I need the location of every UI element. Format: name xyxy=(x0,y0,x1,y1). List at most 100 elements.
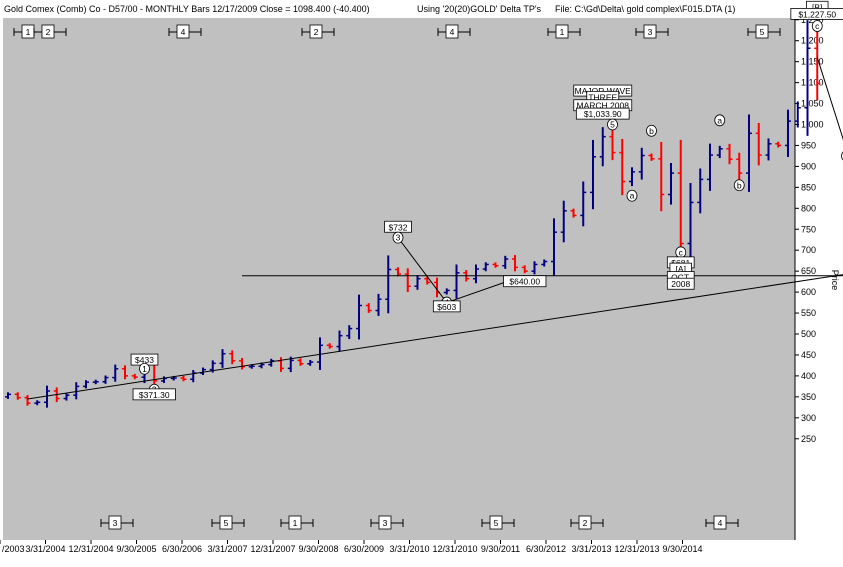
wave-label: b xyxy=(649,126,654,136)
y-tick-label: 450 xyxy=(801,350,816,360)
x-tick-label: 12/31/2007 xyxy=(250,544,295,554)
marker-box xyxy=(176,24,190,39)
price-bar xyxy=(473,264,479,284)
marker-label: 3 xyxy=(648,27,653,37)
price-bar xyxy=(716,145,723,159)
y-tick-label: 1,050 xyxy=(801,99,824,109)
marker-box xyxy=(755,24,769,39)
price-bar xyxy=(648,153,655,161)
price-annotation: 2008 xyxy=(666,277,695,290)
price-bar xyxy=(443,288,450,295)
annotation-text: $640.00 xyxy=(509,277,540,287)
bottom-cycle-marker: 4 xyxy=(705,515,739,530)
wave-circle xyxy=(733,179,745,192)
price-bar xyxy=(609,129,616,161)
wave-label: 5 xyxy=(610,120,615,130)
right-axis-area xyxy=(795,18,843,540)
price-bar xyxy=(521,265,528,274)
price-bar xyxy=(707,143,713,191)
price-bar xyxy=(34,400,41,406)
annotation-text: $1,033.90 xyxy=(584,109,622,119)
x-tick-label: 3/31/2007 xyxy=(207,544,247,554)
price-bar xyxy=(424,276,431,285)
wave-label-circle: a xyxy=(714,114,726,127)
wave-label: b xyxy=(737,180,742,190)
price-bar xyxy=(317,337,323,370)
annotation-box xyxy=(666,277,695,290)
annotation-box xyxy=(575,107,630,120)
x-tick-label: 3/31/2010 xyxy=(389,544,429,554)
annotation-box xyxy=(132,388,176,401)
marker-box xyxy=(578,515,592,530)
annotation-text: 2008 xyxy=(671,279,690,289)
marker-label: 5 xyxy=(760,27,765,37)
marker-label: 1 xyxy=(293,518,298,528)
annotation-text: $371.30 xyxy=(139,390,170,400)
price-bar xyxy=(239,358,245,370)
annotation-box xyxy=(790,7,843,20)
price-bar xyxy=(570,208,577,218)
price-bar xyxy=(14,392,21,400)
price-bar xyxy=(346,325,353,340)
marker-box xyxy=(489,515,503,530)
wave-label: 3 xyxy=(396,233,401,243)
price-bar xyxy=(365,303,372,313)
wave-label-circle: b xyxy=(646,124,657,137)
price-bar xyxy=(229,350,236,365)
y-tick-label: 1,150 xyxy=(801,57,824,67)
x-tick-label: 9/30/2008 xyxy=(298,544,338,554)
wave-circle xyxy=(139,362,150,375)
wave-label: a xyxy=(630,191,635,201)
marker-label: 3 xyxy=(383,518,388,528)
annotation-box xyxy=(503,275,547,288)
x-tick-label: /2003 xyxy=(2,544,25,554)
price-bar xyxy=(268,358,275,367)
price-bar xyxy=(599,127,606,167)
price-bar xyxy=(580,181,587,227)
bottom-cycle-marker: 1 xyxy=(280,515,314,530)
price-bar xyxy=(297,358,304,366)
top-cycle-marker: 5 xyxy=(747,24,781,39)
wave-label-circle: 3 xyxy=(392,231,404,244)
price-bar xyxy=(726,143,733,165)
y-tick-label: 350 xyxy=(801,392,816,402)
wave-label-circle: a xyxy=(626,189,638,202)
price-bar xyxy=(629,167,635,187)
price-bar xyxy=(24,395,31,406)
price-bar xyxy=(775,141,782,148)
wave-circle xyxy=(607,118,618,131)
marker-label: 2 xyxy=(314,27,319,37)
price-bar xyxy=(356,294,362,340)
marker-box xyxy=(41,24,55,39)
wave-circle xyxy=(392,231,404,244)
cycle-markers: 1 4 2 4 1 3 5 2 3 5 1 3 5 2 4 xyxy=(13,24,781,530)
annotation-text: [B] xyxy=(812,2,822,12)
wave-circle xyxy=(714,114,726,127)
price-bar xyxy=(755,123,762,166)
wave-label: a xyxy=(717,115,722,125)
x-tick-label: 6/30/2012 xyxy=(526,544,566,554)
top-cycle-marker: 1 xyxy=(547,24,581,39)
price-bar xyxy=(122,365,128,380)
marker-label: 5 xyxy=(224,518,229,528)
price-bar xyxy=(551,218,557,276)
y-tick-label: 300 xyxy=(801,413,816,423)
wave-connector xyxy=(397,237,448,303)
annotation-box xyxy=(432,300,461,313)
marker-box xyxy=(643,24,657,39)
annotation-text: [A] xyxy=(676,264,686,274)
top-cycle-marker: 4 xyxy=(437,24,471,39)
wave-label-circle: 1 xyxy=(139,362,150,375)
bottom-cycle-marker: 5 xyxy=(211,515,245,530)
header-middle: Using '20(20)GOLD' Delta TP's xyxy=(417,4,542,14)
y-tick-label: 250 xyxy=(801,434,816,444)
marker-label: 3 xyxy=(113,518,118,528)
price-bar xyxy=(92,379,99,385)
bottom-cycle-marker: 3 xyxy=(370,515,404,530)
price-bar xyxy=(492,262,499,268)
price-annotation: $732 xyxy=(384,220,412,233)
marker-label: 4 xyxy=(450,27,455,37)
x-tick-label: 12/31/2004 xyxy=(68,544,113,554)
wave-label: c xyxy=(815,21,820,31)
